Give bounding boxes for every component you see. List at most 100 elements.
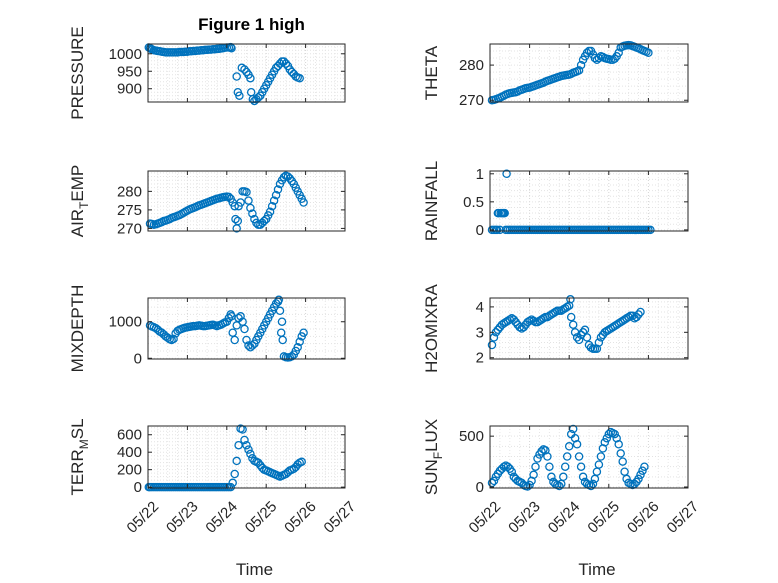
- x-tick-label: 05/25: [242, 498, 281, 537]
- data-point: [230, 201, 239, 211]
- y-tick-label: 275: [117, 202, 142, 219]
- data-point: [274, 295, 284, 305]
- y-tick-label: 400: [117, 444, 142, 461]
- data-point: [235, 91, 244, 100]
- y-axis-label: MIXDEPTH: [68, 285, 87, 373]
- data-point: [507, 467, 517, 476]
- data-point: [278, 335, 287, 345]
- data-point: [297, 457, 306, 467]
- data-point: [594, 53, 604, 63]
- data-point: [594, 338, 604, 347]
- data-point: [240, 435, 249, 445]
- data-point: [169, 334, 178, 344]
- data-point: [240, 324, 249, 334]
- data-point: [568, 320, 578, 329]
- data-point: [236, 198, 245, 207]
- data-point: [559, 472, 568, 482]
- y-tick-label: 0: [134, 350, 142, 367]
- x-tick-label: 05/25: [584, 498, 623, 537]
- data-point: [244, 341, 253, 350]
- x-tick-label: 05/24: [545, 498, 584, 537]
- data-point: [547, 472, 556, 482]
- x-tick-label: 05/22: [124, 498, 163, 537]
- data-point: [231, 214, 240, 224]
- y-tick-label: 950: [117, 63, 142, 80]
- data-point: [246, 449, 255, 459]
- data-point: [545, 462, 554, 471]
- data-point: [254, 93, 263, 102]
- y-axis-label: RAINFALL: [422, 161, 441, 241]
- data-point: [576, 60, 586, 70]
- subplot-mixdepth: 0 1000 MIXDEPTH: [68, 285, 346, 373]
- data-point: [574, 66, 584, 75]
- y-axis-label: SUNFLUX: [422, 419, 445, 495]
- x-tick-label: 05/23: [505, 498, 544, 537]
- data-point: [248, 341, 257, 350]
- data-point: [224, 192, 234, 202]
- data-point: [578, 472, 588, 482]
- subplot-theta: 270 280 THETA: [422, 40, 689, 109]
- y-tick-label: 500: [459, 428, 484, 445]
- x-tick-label: 05/23: [163, 498, 202, 537]
- data-point: [574, 452, 584, 461]
- data-point: [638, 466, 647, 475]
- data-point: [232, 72, 241, 81]
- data-point: [295, 337, 304, 347]
- data-point: [614, 440, 623, 449]
- data-point: [616, 449, 625, 458]
- y-tick-label: 900: [117, 81, 142, 98]
- y-tick-label: 2: [476, 350, 484, 367]
- x-axis-label: Time: [578, 560, 615, 579]
- y-tick-label: 280: [459, 57, 484, 74]
- y-tick-label: 1: [476, 166, 484, 183]
- data-point: [634, 474, 643, 484]
- y-axis-label: THETA: [422, 45, 441, 100]
- axes-box: [147, 425, 346, 489]
- data-point: [582, 333, 592, 342]
- subplot-h2omixra: 2 3 4 H2OMIXRA: [422, 283, 689, 373]
- data-point: [493, 325, 503, 335]
- data-point: [586, 481, 596, 491]
- x-tick-label: 05/26: [624, 498, 663, 537]
- data-point: [525, 480, 534, 490]
- axes-box: [489, 297, 689, 360]
- y-tick-label: 0: [476, 479, 484, 496]
- data-point: [244, 445, 253, 454]
- y-axis-label: TERRMSL: [68, 418, 91, 495]
- data-point: [551, 307, 560, 317]
- data-point: [562, 452, 572, 461]
- data-point: [580, 325, 590, 335]
- y-tick-label: 0.5: [463, 194, 484, 211]
- data-point: [634, 310, 643, 319]
- data-point: [234, 440, 243, 450]
- data-point: [252, 218, 261, 228]
- y-axis-label: AIRTEMP: [68, 165, 91, 238]
- y-tick-label: 4: [476, 299, 484, 316]
- data-point: [248, 209, 257, 218]
- data-point: [233, 216, 243, 226]
- data-point: [269, 196, 279, 205]
- data-point: [295, 73, 304, 83]
- y-axis-label: H2OMIXRA: [422, 283, 441, 372]
- data-point: [628, 311, 637, 321]
- data-point: [537, 447, 546, 456]
- data-point: [610, 54, 619, 64]
- data-point: [281, 59, 291, 68]
- data-point: [624, 312, 633, 322]
- data-point: [254, 458, 263, 467]
- data-point: [644, 48, 653, 58]
- data-point: [636, 307, 645, 317]
- data-point: [502, 169, 511, 179]
- data-point: [236, 312, 245, 321]
- data-point: [529, 470, 538, 480]
- y-tick-label: 280: [117, 183, 142, 200]
- data-point: [242, 440, 251, 450]
- data-point: [228, 478, 237, 488]
- y-tick-label: 1000: [109, 314, 142, 331]
- data-point: [594, 460, 604, 469]
- data-point: [564, 442, 574, 451]
- y-tick-label: 3: [476, 324, 484, 341]
- data-point: [275, 306, 285, 316]
- y-tick-label: 1000: [109, 46, 142, 63]
